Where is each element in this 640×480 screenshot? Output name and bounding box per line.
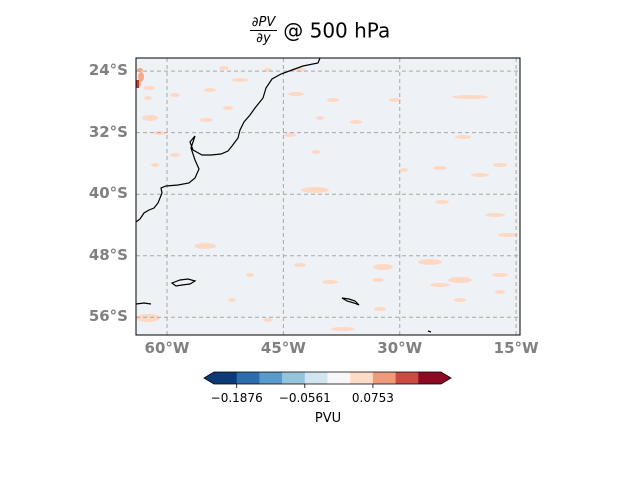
contour-blob xyxy=(143,86,155,90)
map-background xyxy=(136,58,520,335)
latitude-label: 32°S xyxy=(88,122,128,141)
colorbar-tick-label: −0.1876 xyxy=(210,391,263,405)
contour-blob xyxy=(435,200,449,204)
longitude-label: 30°W xyxy=(377,339,423,357)
south-georgia xyxy=(341,297,360,306)
contour-blob xyxy=(327,98,339,102)
contour-blob xyxy=(485,213,505,217)
contour-blob xyxy=(288,92,304,96)
contour-blob xyxy=(493,163,507,167)
contour-blob-strong xyxy=(138,72,144,82)
latitude-label: 24°S xyxy=(88,61,128,80)
contour-blob xyxy=(151,163,159,167)
contour-blob xyxy=(246,273,254,277)
partial-derivative-fraction: ∂PV ∂y xyxy=(249,15,278,46)
contour-blob-dark xyxy=(136,80,139,88)
contour-blob xyxy=(284,133,296,137)
contour-blob xyxy=(389,98,401,102)
contour-blob xyxy=(170,93,180,97)
contour-blob xyxy=(430,283,450,287)
coastline xyxy=(135,57,432,333)
contour-blob xyxy=(194,243,216,249)
contour-blob xyxy=(232,78,248,82)
plot-title: ∂PV ∂y @ 500 hPa xyxy=(0,16,640,45)
contour-blob xyxy=(144,96,152,100)
contour-blob xyxy=(448,277,472,283)
small-island xyxy=(427,330,432,333)
contour-blob xyxy=(400,168,408,172)
contour-blob xyxy=(170,153,180,157)
contour-blob xyxy=(311,150,321,154)
contour-blob xyxy=(294,263,306,267)
contour-blob xyxy=(452,95,488,99)
contour-blob xyxy=(471,173,489,177)
longitude-label: 45°W xyxy=(260,339,306,357)
contour-blob xyxy=(374,307,386,311)
fraction-denominator: ∂y xyxy=(256,31,271,46)
pv-gradient-contours xyxy=(136,66,518,331)
contour-blob xyxy=(373,264,393,270)
latitude-label: 48°S xyxy=(88,245,128,264)
fraction-numerator: ∂PV xyxy=(249,15,278,31)
contour-blob xyxy=(372,278,384,282)
contour-blob xyxy=(204,88,216,92)
contour-blob xyxy=(498,233,518,237)
contour-blob xyxy=(199,118,213,122)
contour-blob xyxy=(454,298,466,302)
title-level: @ 500 hPa xyxy=(283,18,391,43)
contour-blob xyxy=(316,116,324,120)
contour-blob xyxy=(219,66,229,70)
contour-blob xyxy=(136,314,160,322)
falkland-islands xyxy=(170,278,197,287)
colorbar-tick-label: 0.0753 xyxy=(351,391,394,405)
contour-blob xyxy=(495,290,505,294)
colorbar-tick-label: −0.0561 xyxy=(278,391,331,405)
contour-blob xyxy=(228,298,236,302)
map-frame xyxy=(135,57,521,336)
contour-blob xyxy=(322,280,338,284)
colorbar-label: PVU xyxy=(314,411,342,426)
contour-blob xyxy=(492,273,508,277)
longitude-label: 15°W xyxy=(493,339,539,357)
contour-blob xyxy=(223,106,233,110)
map-gridlines xyxy=(136,58,520,335)
contour-blob xyxy=(433,166,447,170)
latitude-label: 56°S xyxy=(88,307,128,326)
latitude-label: 40°S xyxy=(88,184,128,203)
contour-blob xyxy=(142,115,158,121)
longitude-label: 60°W xyxy=(144,339,190,357)
contour-blob xyxy=(455,135,471,139)
south-america-coastline xyxy=(135,57,321,223)
tierra-del-fuego xyxy=(135,302,152,305)
contour-blob xyxy=(418,259,442,265)
contour-blob xyxy=(331,327,355,331)
contour-blob xyxy=(263,318,273,322)
contour-blob xyxy=(350,120,362,124)
contour-blob xyxy=(301,187,329,193)
